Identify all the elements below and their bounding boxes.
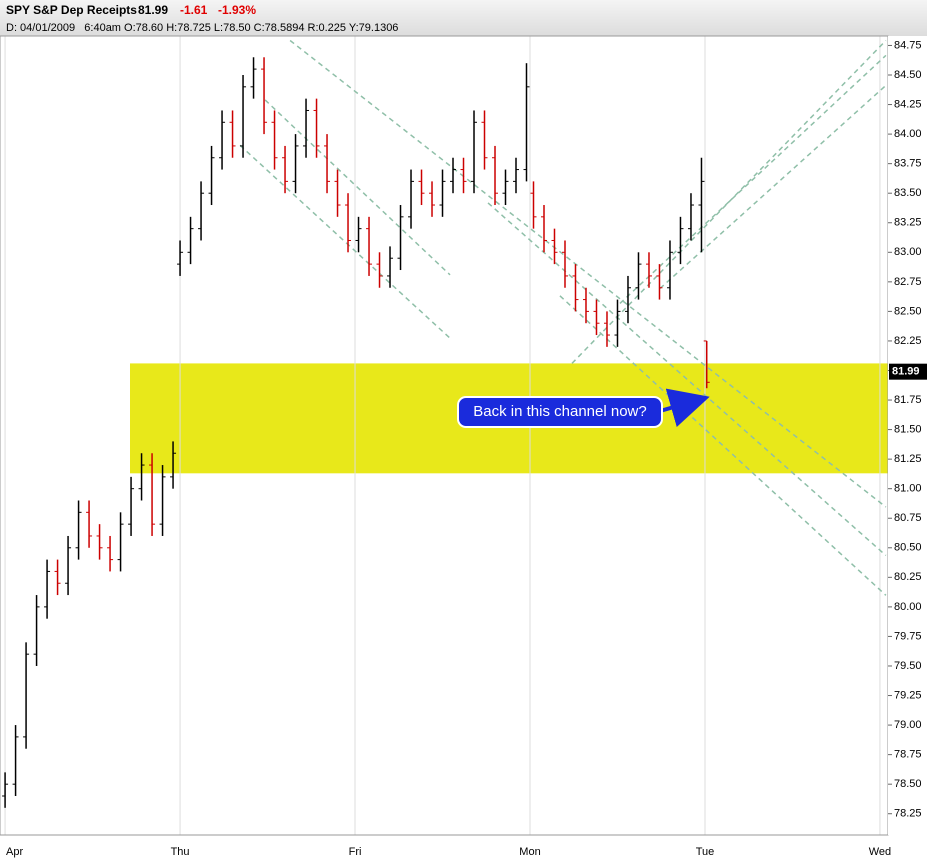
y-tick-label: 82.25 [894, 335, 922, 347]
y-tick-label: 82.50 [894, 305, 922, 317]
y-tick-label: 78.25 [894, 808, 922, 820]
trendline [487, 202, 887, 557]
trendline [559, 295, 887, 596]
trendline [289, 39, 887, 508]
plot [2, 36, 888, 835]
y-tick-label: 83.50 [894, 187, 922, 199]
x-tick-label: Wed [869, 846, 891, 858]
y-tick-label: 79.50 [894, 660, 922, 672]
x-tick-label: Mon [519, 846, 540, 858]
y-tick-label: 79.25 [894, 689, 922, 701]
y-tick-label: 78.50 [894, 778, 922, 790]
trendline [264, 99, 451, 276]
y-tick-label: 78.75 [894, 749, 922, 761]
y-tick-label: 82.75 [894, 276, 922, 288]
y-tick-label: 81.00 [894, 483, 922, 495]
last-price-box [889, 363, 927, 380]
y-tick-label: 83.25 [894, 217, 922, 229]
x-tick-label: Apr [6, 846, 23, 858]
callout-box [457, 396, 663, 428]
y-tick-label: 80.25 [894, 571, 922, 583]
y-tick-label: 83.00 [894, 246, 922, 258]
title: SPY S&P Dep Receipts [6, 3, 137, 17]
subtitle: D: 04/01/2009 6:40am O:78.60 H:78.725 L:… [6, 22, 398, 34]
y-tick-label: 80.00 [894, 601, 922, 613]
last-price: 81.99 [138, 3, 168, 17]
y-tick-label: 84.50 [894, 69, 922, 81]
trendline [659, 84, 887, 290]
last-price-label: 81.99 [892, 366, 920, 378]
y-tick-label: 84.75 [894, 39, 922, 51]
change: -1.61 [180, 3, 208, 17]
y-tick-label: 83.75 [894, 158, 922, 170]
y-tick-label: 84.00 [894, 128, 922, 140]
callout-arrow [659, 388, 710, 428]
y-tick-label: 81.50 [894, 423, 922, 435]
y-tick-label: 81.25 [894, 453, 922, 465]
y-tick-label: 84.25 [894, 98, 922, 110]
y-tick-label: 80.50 [894, 542, 922, 554]
y-axis-bg [888, 36, 927, 835]
y-tick-label: 79.75 [894, 630, 922, 642]
change-pct: -1.93% [218, 3, 256, 17]
y-tick-label: 81.75 [894, 394, 922, 406]
header-bg [0, 0, 927, 36]
y-tick-label: 79.00 [894, 719, 922, 731]
x-tick-label: Fri [349, 846, 362, 858]
callout: Back in this channel now? [457, 388, 710, 428]
callout-text: Back in this channel now? [473, 403, 646, 420]
trendline [619, 54, 887, 305]
x-tick-label: Tue [696, 846, 715, 858]
x-tick-label: Thu [171, 846, 190, 858]
trendline [239, 144, 451, 339]
y-tick-label: 80.75 [894, 512, 922, 524]
